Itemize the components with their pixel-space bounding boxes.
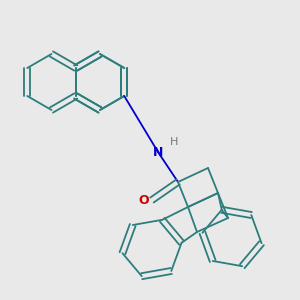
Text: O: O [139,194,149,206]
Text: H: H [170,137,178,147]
Text: N: N [153,146,163,158]
